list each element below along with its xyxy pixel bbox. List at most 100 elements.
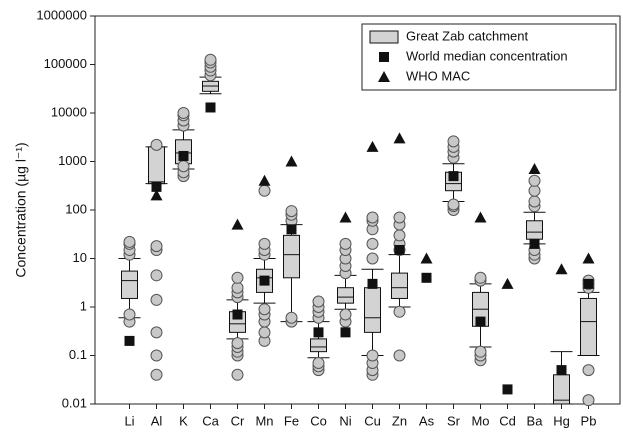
outlier — [177, 160, 190, 173]
outlier — [123, 308, 136, 321]
world-median-marker — [151, 181, 162, 192]
outlier — [528, 195, 541, 208]
outlier — [312, 357, 325, 370]
y-tick-label: 1 — [80, 298, 87, 313]
outlier — [231, 281, 244, 294]
who-mac-marker — [420, 252, 433, 264]
world-median-marker — [367, 278, 378, 289]
x-tick-label: Mn — [255, 413, 273, 428]
outlier — [150, 293, 163, 306]
outlier — [528, 174, 541, 187]
outlier — [582, 394, 595, 407]
y-axis-label: Concentration (µg l⁻¹) — [13, 142, 29, 277]
outlier — [366, 349, 379, 362]
outlier — [393, 229, 406, 242]
outlier — [258, 303, 271, 316]
x-tick-label: Al — [151, 413, 163, 428]
x-tick-label: Sr — [447, 413, 461, 428]
world-median-marker — [502, 384, 513, 395]
world-median-marker — [529, 238, 540, 249]
y-tick-label: 0.01 — [62, 395, 87, 410]
outlier — [150, 269, 163, 282]
outlier — [150, 138, 163, 151]
legend-box — [361, 23, 617, 91]
who-mac-marker — [231, 218, 244, 230]
outlier — [582, 364, 595, 377]
outlier — [312, 295, 325, 308]
world-median-marker — [556, 365, 567, 376]
x-tick-label: Mo — [471, 413, 489, 428]
legend-swatch — [369, 30, 399, 44]
outlier — [366, 252, 379, 265]
box — [391, 272, 408, 299]
legend-label: World median concentration — [406, 48, 568, 63]
world-median-marker — [205, 102, 216, 113]
outlier — [285, 311, 298, 324]
outlier — [231, 368, 244, 381]
who-mac-marker — [555, 263, 568, 275]
box — [337, 287, 354, 304]
world-median-marker — [259, 275, 270, 286]
y-tick-label: 10 — [73, 250, 87, 265]
outlier — [150, 240, 163, 253]
y-tick-label: 10000 — [51, 104, 87, 119]
x-tick-label: Ba — [527, 413, 544, 428]
x-tick-label: Cu — [364, 413, 381, 428]
world-median-marker — [313, 327, 324, 338]
who-mac-marker — [393, 132, 406, 144]
who-mac-marker — [501, 277, 514, 289]
world-median-marker — [232, 309, 243, 320]
outlier — [447, 198, 460, 211]
y-tick-label: 100 — [65, 201, 87, 216]
box — [283, 234, 300, 279]
who-mac-marker — [285, 155, 298, 167]
outlier — [231, 271, 244, 284]
outlier — [258, 237, 271, 250]
outlier — [474, 271, 487, 284]
x-tick-label: Cr — [231, 413, 245, 428]
world-median-marker — [475, 316, 486, 327]
world-median-marker — [394, 244, 405, 255]
box — [553, 374, 570, 405]
box — [148, 146, 165, 185]
outlier — [366, 237, 379, 250]
legend-swatch — [379, 52, 389, 62]
y-tick-label: 1000000 — [36, 7, 87, 22]
who-mac-marker — [150, 189, 163, 201]
world-median-marker — [340, 327, 351, 338]
outlier — [204, 53, 217, 66]
who-mac-marker — [366, 140, 379, 152]
world-median-marker — [448, 171, 459, 182]
x-tick-label: Li — [124, 413, 134, 428]
world-median-marker — [286, 224, 297, 235]
outlier — [123, 235, 136, 248]
outlier — [528, 184, 541, 197]
legend-swatch — [378, 71, 390, 82]
outlier — [366, 211, 379, 224]
y-tick-label: 1000 — [58, 153, 87, 168]
x-tick-label: Cd — [499, 413, 516, 428]
outlier — [177, 107, 190, 119]
box — [310, 338, 327, 353]
x-tick-label: Co — [310, 413, 327, 428]
x-tick-label: K — [179, 413, 188, 428]
outlier — [393, 305, 406, 318]
box — [580, 297, 597, 356]
who-mac-marker — [474, 211, 487, 223]
x-tick-label: Ca — [202, 413, 219, 428]
x-tick-label: Ni — [339, 413, 351, 428]
outlier — [258, 184, 271, 197]
x-tick-label: Pb — [581, 413, 597, 428]
outlier — [447, 135, 460, 148]
who-mac-marker — [258, 174, 271, 186]
outlier — [393, 211, 406, 224]
outlier — [393, 349, 406, 362]
x-tick-label: As — [419, 413, 435, 428]
y-tick-label: 100000 — [44, 56, 87, 71]
y-tick-label: 0.1 — [69, 347, 87, 362]
outlier — [339, 308, 352, 321]
world-median-marker — [583, 278, 594, 289]
x-tick-label: Zn — [392, 413, 407, 428]
x-tick-label: Fe — [284, 413, 299, 428]
